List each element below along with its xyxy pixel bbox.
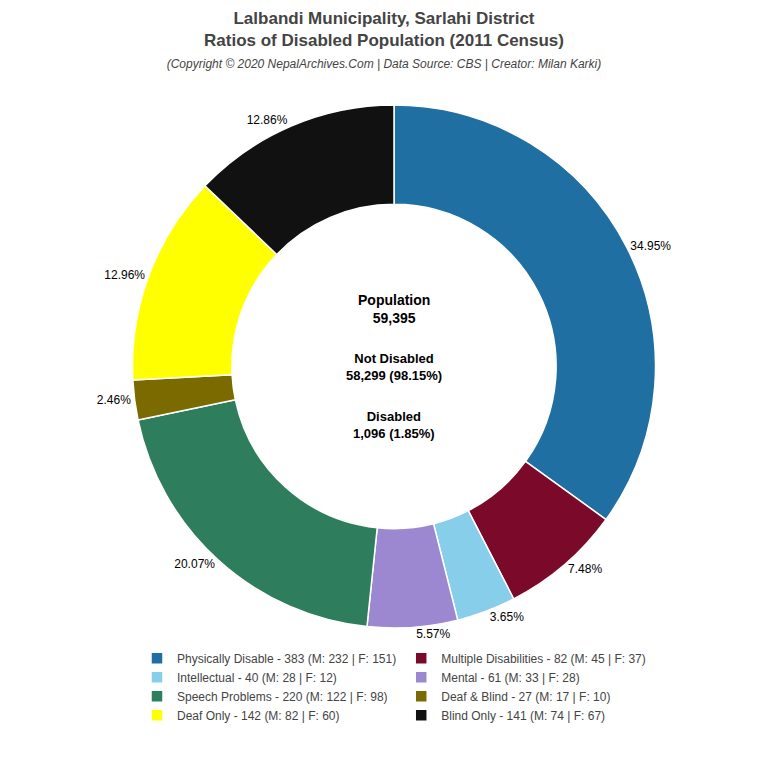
svg-text:Mental - 61 (M: 33 | F: 28): Mental - 61 (M: 33 | F: 28) (441, 671, 580, 685)
svg-text:7.48%: 7.48% (568, 562, 602, 576)
svg-text:Lalbandi Municipality, Sarlahi: Lalbandi Municipality, Sarlahi DistrictR… (167, 9, 602, 71)
svg-text:2.46%: 2.46% (97, 393, 131, 407)
svg-text:Speech Problems - 220 (M: 122: Speech Problems - 220 (M: 122 | F: 98) (177, 690, 388, 704)
svg-text:Population59,395: Population59,395 (358, 292, 430, 326)
svg-text:Blind Only - 141 (M: 74 | F: 6: Blind Only - 141 (M: 74 | F: 67) (441, 709, 605, 723)
svg-text:20.07%: 20.07% (174, 557, 215, 571)
svg-text:12.96%: 12.96% (104, 268, 145, 282)
svg-text:Deaf & Blind - 27 (M: 17 | F:: Deaf & Blind - 27 (M: 17 | F: 10) (441, 690, 610, 704)
svg-text:Multiple Disabilities - 82 (M:: Multiple Disabilities - 82 (M: 45 | F: 3… (441, 652, 646, 666)
svg-text:Not Disabled58,299 (98.15%): Not Disabled58,299 (98.15%) (346, 351, 442, 383)
svg-text:Intellectual - 40 (M: 28 | F:: Intellectual - 40 (M: 28 | F: 12) (177, 671, 337, 685)
svg-text:5.57%: 5.57% (416, 627, 450, 641)
svg-text:Physically Disable - 383 (M: 2: Physically Disable - 383 (M: 232 | F: 15… (177, 652, 396, 666)
svg-text:Disabled1,096 (1.85%): Disabled1,096 (1.85%) (353, 409, 435, 441)
svg-text:34.95%: 34.95% (630, 239, 671, 253)
svg-text:3.65%: 3.65% (490, 610, 524, 624)
svg-text:Deaf Only - 142 (M: 82 | F: 60: Deaf Only - 142 (M: 82 | F: 60) (177, 709, 340, 723)
svg-text:12.86%: 12.86% (247, 113, 288, 127)
